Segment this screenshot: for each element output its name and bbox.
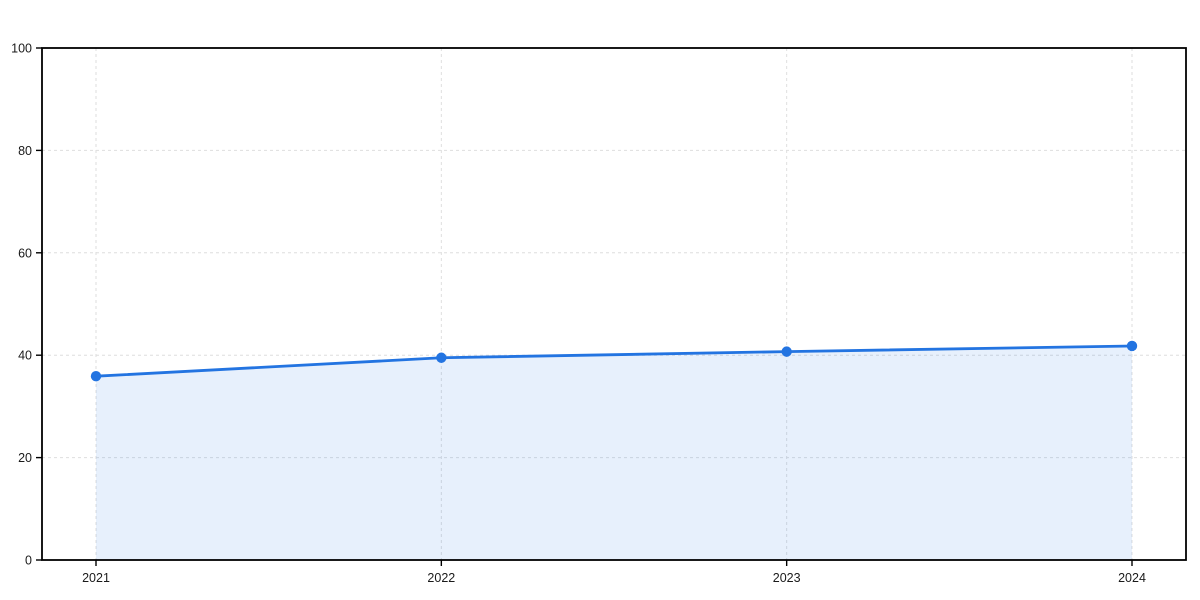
data-point-2022 xyxy=(436,352,447,363)
y-tick-label: 20 xyxy=(18,451,32,465)
x-tick-label: 2022 xyxy=(427,571,455,585)
x-tick-label: 2021 xyxy=(82,571,110,585)
data-point-2024 xyxy=(1126,340,1138,352)
trend-line xyxy=(94,344,1134,378)
y-tick-label: 80 xyxy=(18,144,32,158)
x-tick-label: 2024 xyxy=(1118,571,1146,585)
y-tick-label: 100 xyxy=(11,42,32,56)
x-tick-label: 2023 xyxy=(773,571,801,585)
y-tick-label: 60 xyxy=(18,246,32,260)
plot-border xyxy=(41,47,1187,561)
y-tick-label: 0 xyxy=(25,554,32,568)
data-point-2023 xyxy=(781,346,792,357)
area-fill xyxy=(96,345,1132,560)
data-point-2021 xyxy=(90,370,102,382)
y-tick-label: 40 xyxy=(18,349,32,363)
